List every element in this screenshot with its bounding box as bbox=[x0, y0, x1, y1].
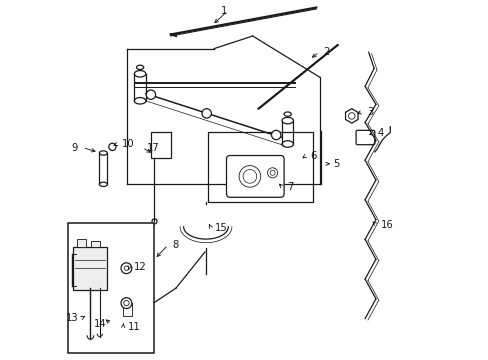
Circle shape bbox=[124, 266, 128, 270]
Ellipse shape bbox=[282, 117, 293, 124]
Circle shape bbox=[202, 109, 211, 118]
Text: 8: 8 bbox=[172, 240, 179, 250]
Text: 5: 5 bbox=[332, 159, 338, 169]
Ellipse shape bbox=[243, 170, 256, 183]
Text: 15: 15 bbox=[215, 222, 227, 233]
Ellipse shape bbox=[284, 112, 291, 116]
Text: 11: 11 bbox=[127, 322, 140, 332]
Ellipse shape bbox=[282, 141, 293, 147]
FancyBboxPatch shape bbox=[226, 156, 284, 197]
Text: 4: 4 bbox=[377, 128, 383, 138]
Circle shape bbox=[152, 219, 157, 224]
Circle shape bbox=[146, 90, 155, 99]
Bar bbox=[208, 132, 312, 202]
Bar bbox=[122, 303, 132, 316]
Ellipse shape bbox=[123, 300, 129, 306]
Text: 6: 6 bbox=[309, 151, 316, 161]
Ellipse shape bbox=[269, 170, 275, 175]
Ellipse shape bbox=[134, 98, 145, 104]
Ellipse shape bbox=[267, 168, 277, 178]
Bar bbox=[91, 241, 101, 247]
Bar bbox=[151, 132, 170, 158]
Ellipse shape bbox=[134, 71, 145, 77]
Text: 9: 9 bbox=[72, 143, 78, 153]
FancyBboxPatch shape bbox=[355, 130, 374, 145]
Text: 13: 13 bbox=[65, 312, 78, 323]
Text: 1: 1 bbox=[220, 6, 226, 16]
Text: 17: 17 bbox=[146, 143, 159, 153]
Circle shape bbox=[121, 263, 132, 274]
Text: 10: 10 bbox=[121, 139, 134, 149]
Bar bbox=[73, 247, 106, 290]
Text: 14: 14 bbox=[94, 319, 107, 329]
Text: 16: 16 bbox=[380, 220, 392, 230]
Ellipse shape bbox=[239, 166, 260, 187]
Ellipse shape bbox=[121, 298, 132, 309]
Text: 2: 2 bbox=[323, 47, 329, 57]
Text: 12: 12 bbox=[133, 262, 146, 272]
Ellipse shape bbox=[136, 65, 143, 69]
Bar bbox=[68, 223, 154, 353]
Ellipse shape bbox=[99, 151, 107, 155]
Circle shape bbox=[271, 130, 280, 140]
Bar bbox=[77, 239, 86, 247]
Ellipse shape bbox=[99, 182, 107, 186]
Text: 3: 3 bbox=[366, 107, 372, 117]
Circle shape bbox=[348, 113, 354, 119]
Text: 7: 7 bbox=[286, 182, 293, 192]
Circle shape bbox=[108, 143, 116, 150]
